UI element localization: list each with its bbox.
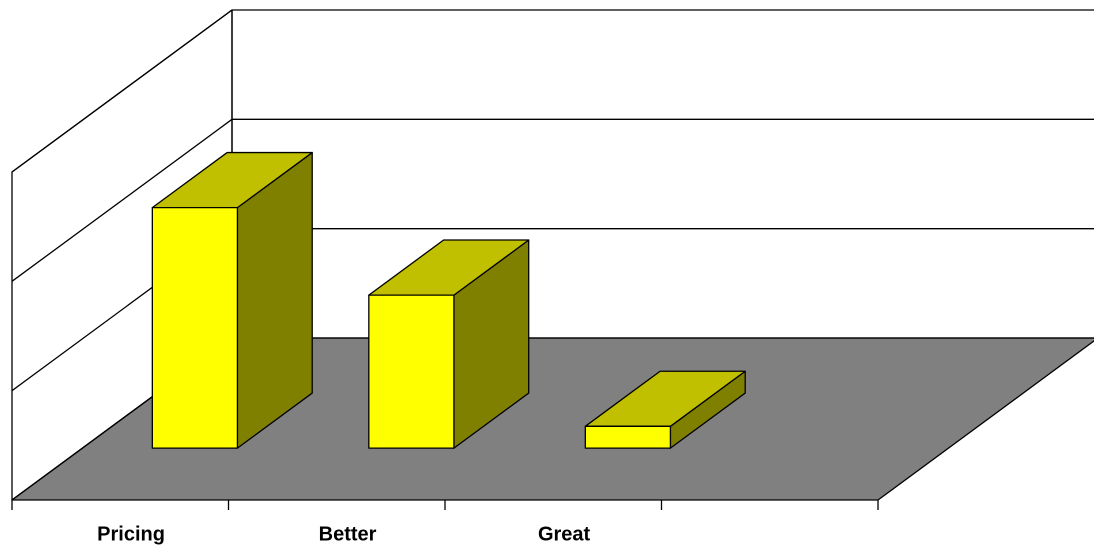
bar — [584, 425, 672, 449]
x-tick-label: Pricing — [97, 523, 165, 545]
x-tick-label: Better — [319, 523, 377, 545]
bar — [151, 206, 239, 449]
bar — [368, 294, 455, 449]
x-tick-label: Great — [538, 523, 591, 545]
